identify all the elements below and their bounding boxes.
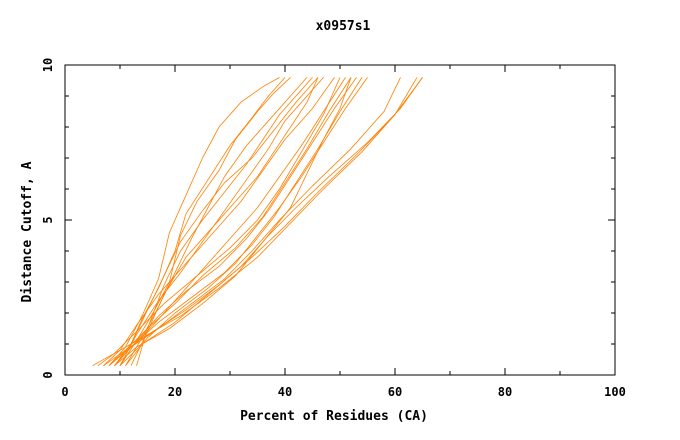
series-line-19 [130, 77, 319, 366]
series-line-2 [119, 77, 291, 366]
series-line-16 [92, 77, 418, 367]
series-line-11 [119, 77, 357, 366]
y-tick-label: 0 [41, 371, 55, 378]
y-axis-title: Distance Cutoff, A [20, 161, 35, 302]
x-tick-label: 60 [388, 385, 402, 399]
y-tick-label: 5 [41, 216, 55, 223]
series-group [92, 77, 423, 367]
x-tick-label: 80 [498, 385, 512, 399]
x-axis-title: Percent of Residues (CA) [240, 409, 428, 424]
series-line-1 [114, 77, 286, 366]
series-line-6 [119, 77, 324, 366]
series-line-3 [108, 77, 280, 366]
tick-labels: 0 20 40 60 80 100 0 5 10 [41, 58, 626, 399]
series-line-5 [114, 77, 319, 366]
series-line-20 [136, 77, 313, 366]
series-line-8 [114, 77, 346, 366]
series-line-14 [108, 77, 401, 367]
series-line-4 [125, 77, 308, 366]
series-line-7 [103, 77, 335, 366]
x-tick-label: 100 [604, 385, 626, 399]
series-line-18 [114, 77, 352, 367]
x-tick-label: 20 [168, 385, 182, 399]
y-tick-label: 10 [41, 58, 55, 72]
series-line-17 [119, 77, 423, 366]
series-line-13 [125, 77, 368, 366]
series-line-10 [97, 77, 341, 367]
axis-ticks [64, 64, 616, 376]
chart-title: x0957s1 [316, 19, 371, 34]
series-line-9 [108, 77, 352, 366]
series-line-15 [103, 77, 423, 367]
x-tick-label: 0 [61, 385, 68, 399]
x-tick-label: 40 [278, 385, 292, 399]
